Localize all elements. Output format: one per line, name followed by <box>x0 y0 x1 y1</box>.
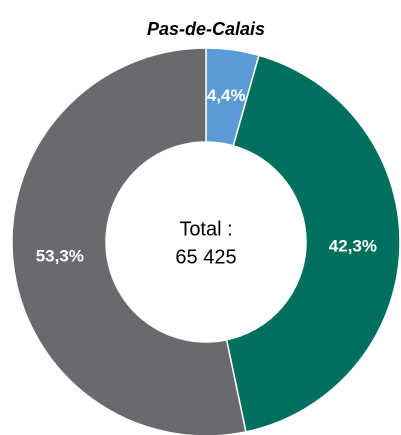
data-label: 42,3% <box>329 237 377 256</box>
donut-slice <box>225 54 401 433</box>
data-label: 4,4% <box>207 86 246 105</box>
center-text: Total : <box>179 218 232 240</box>
chart-title: Pas-de-Calais <box>147 19 265 39</box>
center-text: 65 425 <box>175 246 236 268</box>
data-label: 53,3% <box>36 247 84 266</box>
donut-slice <box>11 47 247 435</box>
